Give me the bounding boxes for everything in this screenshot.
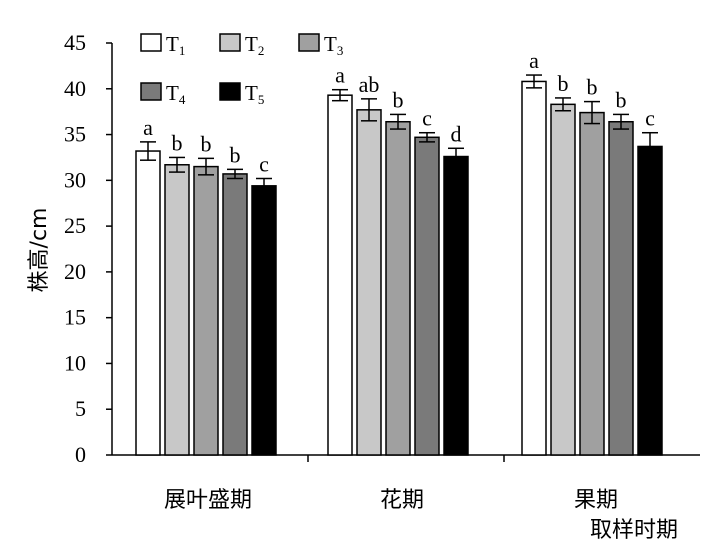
bar-T2-2: [356, 109, 382, 456]
significance-label: c: [645, 106, 655, 131]
legend-label-subscript: 1: [179, 43, 186, 58]
bar-T1-1: [135, 150, 161, 456]
y-tick-label: 25: [64, 213, 86, 238]
significance-label: a: [143, 115, 153, 140]
legend-label-main: T: [166, 81, 179, 105]
legend-label-subscript: 3: [337, 43, 344, 58]
bar-T2-1: [164, 164, 190, 456]
y-ticks: 0 5 10 15 20 25 30 35 40 45: [64, 30, 112, 467]
bar-T3-1: [193, 165, 219, 456]
y-tick-label: 35: [64, 122, 86, 147]
x-category-label: 花期: [380, 488, 424, 513]
significance-label: b: [393, 87, 404, 112]
y-tick-label: 20: [64, 259, 86, 284]
legend-label-subscript: 5: [258, 92, 265, 107]
bar-T3-3: [579, 111, 605, 456]
significance-label: a: [529, 48, 539, 73]
y-tick-label: 30: [64, 167, 86, 192]
bars: [135, 80, 663, 456]
y-tick-label: 5: [75, 396, 86, 421]
legend-label-main: T: [324, 32, 337, 56]
significance-label: ab: [359, 72, 380, 97]
y-tick-label: 45: [64, 30, 86, 55]
y-tick-label: 40: [64, 76, 86, 101]
y-tick-label: 15: [64, 305, 86, 330]
legend-label-T5: T5: [245, 81, 264, 107]
legend-label-main: T: [166, 32, 179, 56]
bar-T3-2: [385, 120, 411, 456]
bar-T1-2: [327, 94, 353, 456]
y-tick-label: 10: [64, 350, 86, 375]
legend-label-main: T: [245, 32, 258, 56]
error-bars: [140, 74, 658, 194]
significance-label: b: [201, 131, 212, 156]
x-category-labels: 展叶盛期 花期 果期: [164, 488, 618, 513]
bar-T4-2: [414, 136, 440, 456]
significance-label: d: [451, 121, 462, 146]
bar-T5-2: [443, 155, 469, 456]
legend-swatch-T3: [298, 33, 320, 52]
legend-label-T2: T2: [245, 32, 264, 58]
legend-label-T3: T3: [324, 32, 343, 58]
bar-T1-3: [521, 80, 547, 456]
bar-T2-3: [550, 103, 576, 456]
legend-label-main: T: [245, 81, 258, 105]
x-axis-title: 取样时期: [590, 518, 678, 543]
legend-swatch-T4: [140, 82, 162, 101]
bar-T4-1: [222, 173, 248, 456]
legend-swatch-T1: [140, 33, 162, 52]
significance-label: c: [259, 152, 269, 177]
bar-T5-1: [251, 185, 277, 456]
bar-T5-3: [637, 145, 663, 456]
significance-label: b: [616, 87, 627, 112]
significance-label: c: [422, 106, 432, 131]
y-tick-label: 0: [75, 442, 86, 467]
legend-label-subscript: 4: [179, 92, 186, 107]
x-category-label: 展叶盛期: [164, 488, 252, 513]
legend-swatch-T2: [219, 33, 241, 52]
significance-label: b: [587, 75, 598, 100]
x-category-label: 果期: [574, 488, 618, 513]
significance-label: b: [172, 130, 183, 155]
significance-label: b: [558, 71, 569, 96]
legend-label-T4: T4: [166, 81, 186, 107]
legend-label-T1: T1: [166, 32, 185, 58]
legend-label-subscript: 2: [258, 43, 265, 58]
bar-T4-3: [608, 120, 634, 456]
legend-swatch-T5: [219, 82, 241, 101]
y-axis-title: 株高/cm: [27, 208, 52, 293]
significance-label: b: [230, 142, 241, 167]
significance-label: a: [335, 63, 345, 88]
